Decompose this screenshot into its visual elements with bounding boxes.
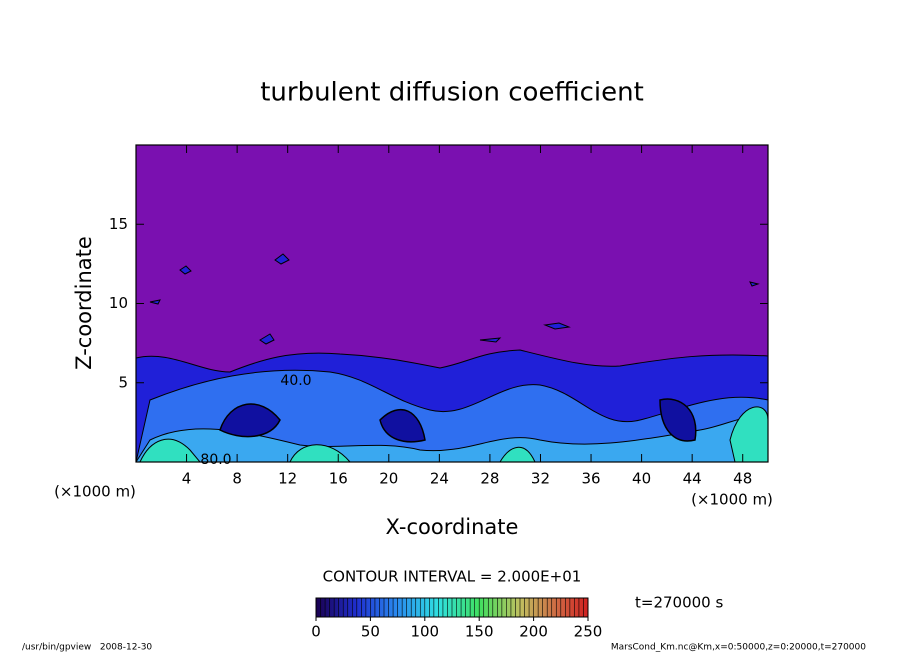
x-tick-label: 48 xyxy=(733,470,752,488)
x-tick-label: 36 xyxy=(581,470,600,488)
colorbar-tick-label: 250 xyxy=(574,623,603,641)
colorbar-tick-label: 200 xyxy=(519,623,548,641)
contour-label: 80.0 xyxy=(200,452,231,468)
field xyxy=(136,253,768,462)
footer-left: /usr/bin/gpview 2008-12-30 xyxy=(22,643,152,653)
x-tick-label: 16 xyxy=(329,470,348,488)
x-tick-label: 4 xyxy=(182,470,192,488)
footer-right: MarsCond_Km.nc@Km,x=0:50000,z=0:20000,t=… xyxy=(611,643,866,653)
colorbar-tick-label: 150 xyxy=(465,623,494,641)
y-axis-label: Z-coordinate xyxy=(72,236,96,370)
x-tick-label: 24 xyxy=(430,470,449,488)
y-tick-label: 15 xyxy=(109,215,128,233)
x-tick-label: 40 xyxy=(632,470,651,488)
chart-title: turbulent diffusion coefficient xyxy=(260,78,644,108)
x-tick-label: 12 xyxy=(278,470,297,488)
y-unit: (×1000 m) xyxy=(54,483,136,501)
time-label: t=270000 s xyxy=(635,594,723,612)
y-tick-label: 10 xyxy=(109,294,128,312)
x-axis-label: X-coordinate xyxy=(386,515,519,539)
x-tick-label: 8 xyxy=(232,470,242,488)
x-tick-label: 32 xyxy=(531,470,550,488)
contour-interval: CONTOUR INTERVAL = 2.000E+01 xyxy=(323,568,582,586)
colorbar-tick-label: 0 xyxy=(311,623,321,641)
x-unit: (×1000 m) xyxy=(691,491,773,509)
y-tick-label: 5 xyxy=(118,373,128,391)
colorbar-tick-label: 50 xyxy=(361,623,380,641)
x-tick-label: 44 xyxy=(683,470,702,488)
x-tick-label: 28 xyxy=(480,470,499,488)
colorbar-tick-label: 100 xyxy=(410,623,439,641)
x-tick-label: 20 xyxy=(379,470,398,488)
contour-label: 40.0 xyxy=(280,373,311,389)
